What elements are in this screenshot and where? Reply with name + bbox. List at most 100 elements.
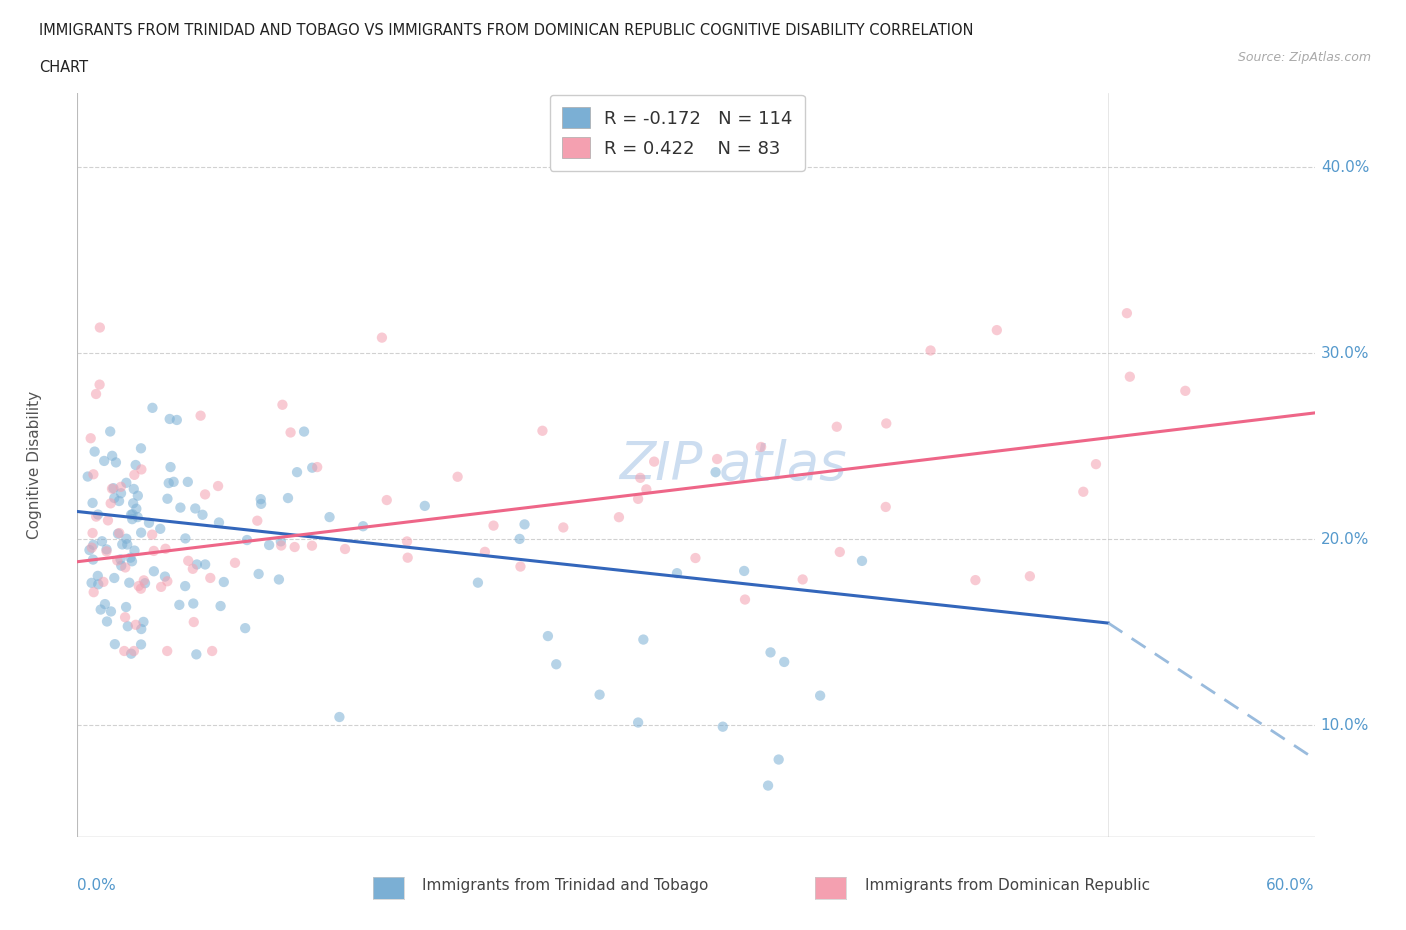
Point — [636, 482, 658, 497]
Point — [83, 585, 105, 600]
Point — [759, 645, 782, 660]
Point — [82, 467, 104, 482]
Point — [108, 494, 131, 509]
Point — [474, 544, 496, 559]
Point — [114, 610, 136, 625]
Point — [328, 710, 350, 724]
Point — [155, 541, 177, 556]
Point — [271, 397, 294, 412]
Point — [112, 644, 135, 658]
Point — [277, 491, 299, 506]
Point — [191, 508, 214, 523]
Point — [79, 542, 101, 557]
Point — [236, 533, 259, 548]
Point — [666, 565, 689, 580]
Point — [141, 401, 163, 416]
Point — [1071, 485, 1094, 499]
Point — [149, 522, 172, 537]
Point — [121, 512, 143, 526]
Point — [706, 452, 728, 467]
Point — [82, 496, 104, 511]
Point — [249, 492, 271, 507]
Point — [153, 569, 176, 584]
Point — [169, 500, 191, 515]
Point — [734, 592, 756, 607]
Point — [162, 474, 184, 489]
Point — [100, 604, 122, 618]
Point — [194, 557, 217, 572]
Point — [756, 778, 779, 793]
Point — [588, 687, 610, 702]
Point — [371, 330, 394, 345]
Text: IMMIGRANTS FROM TRINIDAD AND TOBAGO VS IMMIGRANTS FROM DOMINICAN REPUBLIC COGNIT: IMMIGRANTS FROM TRINIDAD AND TOBAGO VS I… — [39, 23, 974, 38]
Point — [115, 475, 138, 490]
Point — [333, 541, 356, 556]
Point — [129, 581, 152, 596]
Point — [792, 572, 814, 587]
Point — [247, 566, 270, 581]
Point — [267, 572, 290, 587]
Point — [131, 462, 153, 477]
Point — [685, 551, 707, 565]
Point — [127, 510, 149, 525]
Point — [704, 465, 727, 480]
Point — [132, 615, 155, 630]
Point — [875, 499, 897, 514]
Point — [246, 513, 269, 528]
Text: Source: ZipAtlas.com: Source: ZipAtlas.com — [1237, 51, 1371, 64]
Point — [156, 491, 179, 506]
Point — [156, 644, 179, 658]
Text: 40.0%: 40.0% — [1320, 160, 1369, 175]
Point — [105, 553, 128, 568]
Point — [122, 482, 145, 497]
Point — [627, 491, 650, 506]
Point — [80, 431, 103, 445]
Point — [120, 551, 142, 565]
Point — [89, 378, 111, 392]
Point — [76, 469, 98, 484]
Point — [174, 578, 197, 593]
Point — [101, 448, 124, 463]
Point — [773, 655, 796, 670]
Point — [280, 425, 302, 440]
Point — [200, 570, 222, 585]
Point — [181, 596, 204, 611]
Point — [531, 423, 554, 438]
Point — [920, 343, 942, 358]
Point — [157, 475, 180, 490]
Point — [104, 637, 127, 652]
Point — [120, 646, 142, 661]
Point — [1115, 306, 1137, 321]
Point — [284, 539, 307, 554]
Point — [121, 554, 143, 569]
Point — [156, 574, 179, 589]
Point — [965, 573, 987, 588]
Point — [94, 597, 117, 612]
Point — [129, 525, 152, 540]
Point — [125, 618, 148, 632]
Point — [509, 559, 531, 574]
Point — [875, 416, 897, 431]
Point — [82, 525, 104, 540]
Text: CHART: CHART — [39, 60, 89, 75]
Point — [100, 496, 122, 511]
Point — [270, 538, 292, 553]
Point — [129, 621, 152, 636]
Point — [749, 440, 772, 455]
Point — [87, 568, 110, 583]
Point — [96, 614, 118, 629]
Point — [103, 490, 125, 505]
Point — [733, 564, 755, 578]
Point — [413, 498, 436, 513]
Point — [186, 557, 208, 572]
Point — [93, 454, 115, 469]
Point — [84, 509, 107, 524]
Point — [83, 445, 105, 459]
Point — [142, 564, 165, 578]
Point — [825, 419, 848, 434]
Point — [208, 515, 231, 530]
Point — [467, 576, 489, 591]
Point — [633, 632, 655, 647]
Point — [546, 657, 568, 671]
Point — [207, 479, 229, 494]
